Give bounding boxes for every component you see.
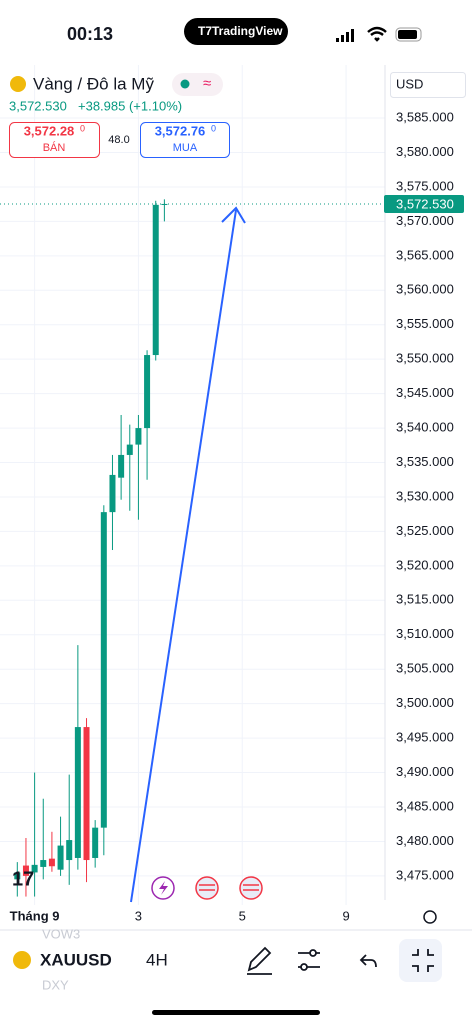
ask-fraction: 0 [211, 123, 216, 133]
sell-button[interactable] [9, 122, 100, 158]
event-bolt [159, 881, 168, 895]
settings-icon[interactable] [423, 910, 437, 924]
undo-tool[interactable] [359, 954, 377, 968]
ask-price: 3,572.76 [155, 123, 206, 138]
symbol-name[interactable]: Vàng / Đô la Mỹ [33, 74, 154, 93]
candle-body [126, 444, 133, 455]
currency: USD [396, 76, 423, 91]
y-tick-label: 3,545.000 [396, 385, 454, 400]
brand-name: TradingView [212, 24, 283, 38]
candle-body [31, 864, 38, 873]
toolbar-symbol-icon [13, 951, 31, 969]
tv-watermark: 17 [12, 868, 34, 890]
event-icon[interactable] [239, 876, 263, 900]
next-symbol[interactable]: DXY [42, 977, 69, 992]
header-change: +38.985 (+1.10%) [78, 98, 182, 113]
y-tick-label: 3,480.000 [396, 833, 454, 848]
candle-body [118, 454, 125, 478]
y-tick-label: 3,475.000 [396, 867, 454, 882]
candle-body [14, 872, 21, 880]
status-pill[interactable] [172, 73, 223, 96]
candle-body [100, 512, 107, 828]
draw-tool[interactable] [247, 946, 272, 975]
y-tick-label: 3,555.000 [396, 316, 454, 331]
bid-fraction: 0 [80, 123, 85, 133]
y-tick-label: 3,525.000 [396, 523, 454, 538]
candle-body [83, 727, 90, 861]
y-tick-label: 3,505.000 [396, 661, 454, 676]
y-tick-label: 3,500.000 [396, 695, 454, 710]
candle-body [66, 840, 73, 861]
candle-body [48, 858, 55, 867]
x-tick-label: 5 [239, 908, 246, 923]
buy-button[interactable] [140, 122, 230, 158]
candle-body [135, 428, 142, 445]
arrow-drawing[interactable] [130, 206, 246, 903]
y-tick-label: 3,550.000 [396, 351, 454, 366]
candle-body [144, 355, 151, 429]
brand-pill [184, 18, 288, 45]
header-price: 3,572.530 [9, 98, 67, 113]
brand-logo: T7 [198, 24, 212, 38]
signal-icon [336, 29, 354, 42]
spread: 48.0 [108, 134, 129, 146]
ask-label: MUA [173, 142, 198, 154]
fullscreen-tool[interactable] [399, 939, 442, 982]
y-tick-label: 3,565.000 [396, 247, 454, 262]
currency-select[interactable] [390, 72, 466, 98]
candle-body [152, 204, 159, 356]
y-tick-label: 3,530.000 [396, 488, 454, 503]
y-tick-label: 3,585.000 [396, 109, 454, 124]
candle-body [74, 727, 81, 858]
y-tick-label: 3,560.000 [396, 282, 454, 297]
wifi-icon [367, 26, 387, 42]
status-time: 00:13 [67, 24, 113, 44]
last-price-label: 3,572.530 [396, 196, 454, 211]
y-tick-label: 3,520.000 [396, 557, 454, 572]
y-tick-label: 3,580.000 [396, 144, 454, 159]
y-tick-label: 3,535.000 [396, 454, 454, 469]
candle-body [57, 845, 64, 870]
battery-icon [395, 27, 422, 42]
x-tick-label: 3 [135, 908, 142, 923]
battery-level [398, 30, 417, 39]
x-tick-label: 9 [342, 908, 349, 923]
event-icon[interactable] [195, 876, 219, 900]
last-price-tag [384, 194, 464, 213]
toolbar-interval[interactable]: 4H [146, 950, 168, 969]
market-open-dot [180, 79, 190, 89]
bid-price: 3,572.28 [24, 123, 75, 138]
candle-body [40, 860, 47, 867]
flag-stripes [199, 884, 259, 891]
indicator-tool[interactable] [298, 949, 320, 971]
fullscreen-icon [412, 949, 434, 972]
y-tick-label: 3,575.000 [396, 178, 454, 193]
bid-label: BÁN [43, 141, 66, 154]
y-tick-label: 3,490.000 [396, 764, 454, 779]
y-tick-label: 3,540.000 [396, 420, 454, 435]
y-tick-label: 3,495.000 [396, 730, 454, 745]
y-tick-label: 3,510.000 [396, 626, 454, 641]
candle-body [22, 865, 29, 876]
plot [0, 65, 385, 905]
toolbar-symbol[interactable]: XAUUSD [40, 950, 112, 969]
delayed-icon: ≈ [203, 75, 211, 92]
y-tick-label: 3,515.000 [396, 592, 454, 607]
candle-body [109, 474, 116, 513]
previous-symbol[interactable]: VOW3 [42, 926, 80, 941]
symbol-icon [10, 76, 26, 92]
x-tick-label: Tháng 9 [10, 908, 60, 923]
candle-body [92, 827, 99, 858]
home-indicator [152, 1010, 320, 1015]
y-tick-label: 3,485.000 [396, 798, 454, 813]
y-tick-label: 3,570.000 [396, 213, 454, 228]
